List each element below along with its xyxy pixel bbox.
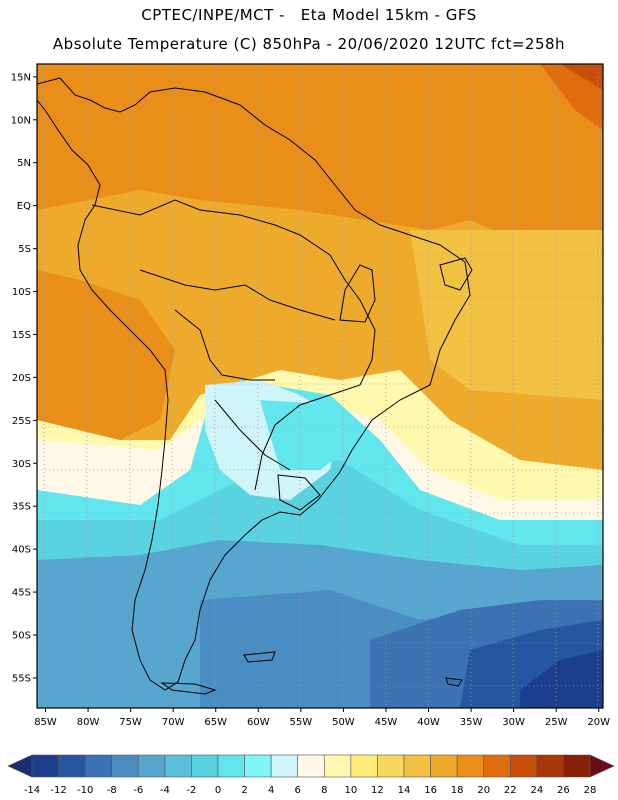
colorbar-swatch — [270, 754, 299, 778]
lat-tick-label: EQ — [17, 201, 31, 212]
colorbar-label: 20 — [477, 785, 490, 796]
lat-tick-label: 55S — [12, 673, 31, 684]
lat-tick-label: 30S — [12, 459, 31, 470]
colorbar-label: 14 — [398, 785, 411, 796]
lon-tick-label: 40W — [417, 717, 440, 728]
map-subtitle: Absolute Temperature (C) 850hPa - 20/06/… — [52, 35, 566, 53]
lon-tick-label: 35W — [460, 717, 483, 728]
colorbar-swatch — [509, 754, 538, 778]
lon-tick-label: 45W — [375, 717, 398, 728]
lon-tick-label: 30W — [502, 717, 525, 728]
lon-tick-label: 80W — [77, 717, 100, 728]
colorbar-swatch — [563, 754, 591, 778]
colorbar-swatch — [350, 754, 378, 778]
lat-tick-label: 45S — [12, 588, 31, 599]
lon-tick-label: 85W — [34, 717, 57, 728]
colorbar-label: 18 — [451, 785, 464, 796]
lat-tick-label: 35S — [12, 502, 31, 513]
colorbar-label: 6 — [295, 785, 301, 796]
colorbar-over-arrow — [589, 754, 615, 778]
lat-tick-label: 15S — [12, 330, 31, 341]
lon-tick-label: 75W — [119, 717, 142, 728]
colorbar-label: -8 — [107, 785, 117, 796]
colorbar-swatch — [111, 754, 139, 778]
colorbar-swatch — [323, 754, 352, 778]
colorbar-label: -14 — [24, 785, 40, 796]
lon-tick-label: 25W — [545, 717, 568, 728]
lon-tick-label: 50W — [332, 717, 355, 728]
colorbar-swatch — [483, 754, 511, 778]
colorbar-label: 2 — [241, 785, 247, 796]
colorbar-label: -2 — [186, 785, 196, 796]
colorbar-label: 24 — [530, 785, 543, 796]
colorbar-label: 12 — [371, 785, 384, 796]
colorbar-swatch — [244, 754, 272, 778]
colorbar-label: 4 — [268, 785, 274, 796]
lat-tick-label: 20S — [12, 373, 31, 384]
lat-tick-label: 5N — [17, 158, 31, 169]
colorbar-swatch — [297, 754, 325, 778]
colorbar-label: 22 — [504, 785, 517, 796]
colorbar-swatch — [137, 754, 166, 778]
colorbar-label: 10 — [344, 785, 357, 796]
longitude-tick-labels: 85W 80W 75W 70W 65W 60W 55W 50W 45W 40W 35W 30W 25W 2… — [34, 708, 610, 728]
colorbar-swatch — [31, 754, 59, 778]
colorbar-swatch — [191, 754, 219, 778]
lon-tick-label: 60W — [247, 717, 270, 728]
colorbar-label: -6 — [133, 785, 143, 796]
lat-tick-label: 25S — [12, 416, 31, 427]
map-frame — [36, 63, 604, 709]
temperature-field — [37, 64, 603, 708]
colorbar-label: 28 — [584, 785, 597, 796]
colorbar-swatch — [164, 754, 192, 778]
lon-tick-label: 55W — [290, 717, 313, 728]
colorbar-swatch — [217, 754, 245, 778]
colorbar-swatch — [456, 754, 485, 778]
colorbar-label: -10 — [77, 785, 93, 796]
colorbar-label: -12 — [50, 785, 66, 796]
lat-tick-label: 10N — [11, 115, 31, 126]
colorbar-swatch — [536, 754, 564, 778]
lat-tick-label: 5S — [18, 244, 31, 255]
graticule — [37, 64, 603, 708]
latitude-tick-labels: 15N 10N 5N EQ 5S 10S 15S 20S 25S 30S 35S 40S 45S 50S 5… — [11, 72, 37, 684]
temperature-colorbar: -14 -12 -10 -8 -6 -4 -2 0 2 4 6 8 10 12 14 16 18 20 22 24 26… — [7, 754, 615, 796]
lat-tick-label: 50S — [12, 631, 31, 642]
coastlines — [37, 77, 473, 695]
lat-tick-label: 15N — [11, 72, 31, 83]
colorbar-label: 16 — [424, 785, 437, 796]
colorbar-swatch — [377, 754, 405, 778]
lon-tick-label: 65W — [204, 717, 227, 728]
lon-tick-label: 70W — [162, 717, 185, 728]
colorbar-label: 8 — [321, 785, 327, 796]
colorbar-under-arrow — [7, 754, 33, 778]
colorbar-label: 0 — [215, 785, 221, 796]
map-title: CPTEC/INPE/MCT - Eta Model 15km - GFS — [141, 6, 477, 24]
colorbar-swatch — [403, 754, 431, 778]
lat-tick-label: 40S — [12, 545, 31, 556]
lat-tick-label: 10S — [12, 287, 31, 298]
colorbar-swatch — [84, 754, 113, 778]
colorbar-label: -4 — [160, 785, 170, 796]
colorbar-swatch — [430, 754, 458, 778]
colorbar-label: 26 — [557, 785, 570, 796]
colorbar-swatch — [58, 754, 86, 778]
lon-tick-label: 20W — [587, 717, 610, 728]
